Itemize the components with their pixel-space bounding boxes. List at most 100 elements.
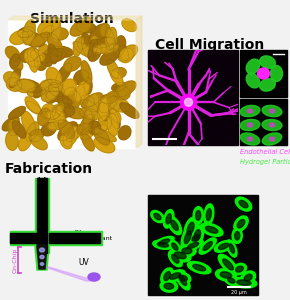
Ellipse shape (57, 96, 72, 106)
Ellipse shape (75, 81, 89, 101)
Ellipse shape (236, 266, 243, 272)
Ellipse shape (223, 259, 233, 270)
Ellipse shape (247, 123, 253, 127)
Ellipse shape (41, 84, 59, 101)
Ellipse shape (76, 22, 96, 33)
Ellipse shape (26, 122, 39, 141)
Ellipse shape (269, 123, 275, 127)
Ellipse shape (114, 85, 130, 100)
Ellipse shape (183, 240, 203, 251)
Ellipse shape (65, 106, 85, 119)
Ellipse shape (48, 120, 66, 130)
Ellipse shape (56, 63, 72, 84)
Ellipse shape (47, 33, 63, 56)
Ellipse shape (110, 70, 123, 85)
Ellipse shape (169, 240, 181, 253)
Text: Oil
+Surfactant: Oil +Surfactant (74, 230, 112, 241)
Ellipse shape (80, 114, 94, 133)
Bar (47, 231, 102, 245)
Ellipse shape (169, 273, 181, 279)
Ellipse shape (112, 68, 126, 79)
Ellipse shape (240, 119, 260, 130)
Ellipse shape (25, 50, 41, 67)
Ellipse shape (215, 269, 236, 281)
Ellipse shape (269, 137, 275, 141)
Ellipse shape (46, 91, 64, 101)
Ellipse shape (258, 68, 269, 79)
Ellipse shape (118, 126, 131, 140)
Ellipse shape (246, 73, 260, 88)
Text: Fabrication: Fabrication (5, 162, 93, 176)
Ellipse shape (193, 207, 203, 224)
Ellipse shape (30, 50, 44, 61)
Ellipse shape (39, 44, 50, 64)
Ellipse shape (83, 109, 93, 132)
Ellipse shape (159, 239, 170, 245)
Ellipse shape (10, 57, 23, 71)
Ellipse shape (179, 275, 187, 281)
Ellipse shape (81, 93, 102, 108)
Ellipse shape (74, 70, 89, 85)
Ellipse shape (79, 108, 99, 120)
Ellipse shape (99, 91, 119, 113)
Ellipse shape (271, 65, 282, 82)
Ellipse shape (247, 137, 253, 141)
Ellipse shape (39, 248, 44, 252)
Ellipse shape (262, 105, 282, 117)
Ellipse shape (58, 98, 75, 109)
Ellipse shape (225, 275, 238, 286)
Ellipse shape (100, 49, 119, 65)
Ellipse shape (118, 45, 138, 61)
Ellipse shape (166, 214, 171, 224)
Ellipse shape (46, 87, 59, 104)
Ellipse shape (38, 108, 50, 125)
Ellipse shape (28, 47, 38, 72)
Ellipse shape (92, 125, 107, 134)
Ellipse shape (2, 117, 19, 131)
Ellipse shape (20, 31, 45, 47)
Ellipse shape (81, 61, 92, 84)
Ellipse shape (187, 242, 199, 248)
Ellipse shape (107, 113, 118, 136)
Ellipse shape (30, 135, 47, 150)
Ellipse shape (31, 32, 50, 47)
Ellipse shape (21, 111, 36, 135)
Ellipse shape (192, 234, 200, 241)
Ellipse shape (73, 41, 94, 58)
Ellipse shape (269, 109, 275, 113)
Ellipse shape (42, 104, 56, 119)
Ellipse shape (40, 80, 63, 92)
Bar (240, 99, 287, 145)
Ellipse shape (218, 243, 229, 250)
Polygon shape (45, 267, 96, 281)
Ellipse shape (50, 104, 63, 120)
Ellipse shape (184, 231, 191, 244)
Text: Simulation: Simulation (30, 12, 114, 26)
Ellipse shape (34, 79, 52, 98)
Ellipse shape (100, 23, 110, 38)
Ellipse shape (39, 53, 52, 66)
Text: Endothelial Cells: Endothelial Cells (240, 149, 290, 155)
Ellipse shape (172, 243, 178, 250)
Text: On-Chip: On-Chip (12, 247, 17, 273)
Ellipse shape (48, 82, 64, 97)
Bar (8, 20, 136, 148)
Text: UV: UV (79, 258, 89, 267)
Ellipse shape (41, 122, 56, 136)
Ellipse shape (182, 248, 192, 254)
Ellipse shape (220, 272, 232, 278)
Ellipse shape (89, 39, 106, 53)
Ellipse shape (164, 283, 174, 289)
Ellipse shape (206, 209, 211, 220)
Ellipse shape (35, 56, 47, 70)
Ellipse shape (99, 102, 109, 121)
Bar (148, 50, 238, 145)
Ellipse shape (52, 105, 66, 124)
Ellipse shape (106, 27, 115, 50)
Ellipse shape (194, 230, 201, 241)
Ellipse shape (64, 56, 81, 71)
Ellipse shape (19, 133, 32, 151)
Ellipse shape (175, 252, 186, 259)
Ellipse shape (168, 251, 182, 267)
Ellipse shape (240, 133, 260, 145)
